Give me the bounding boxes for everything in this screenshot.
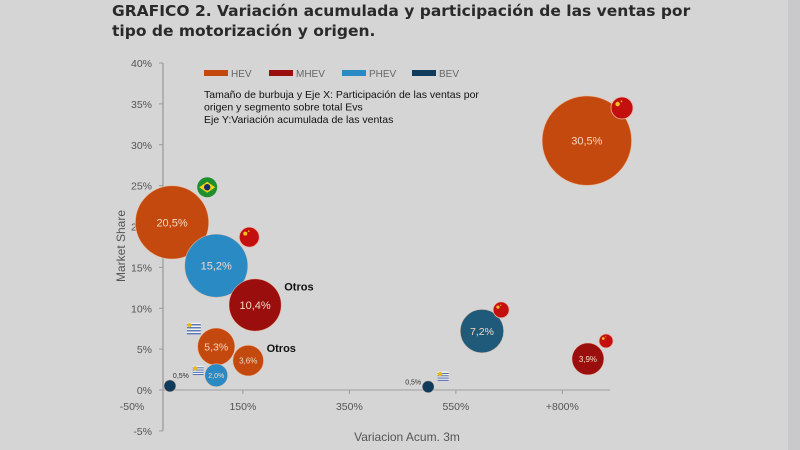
flag-uruguay-stripe: [192, 369, 204, 371]
y-tick-label: 25%: [131, 181, 152, 193]
y-tick-label: 30%: [131, 140, 152, 152]
flag-uruguay-stripe: [437, 379, 449, 381]
y-tick-label: 35%: [131, 99, 152, 111]
flags: [186, 96, 634, 381]
flag-uruguay-stripe: [192, 371, 204, 373]
x-tick-label: 550%: [442, 401, 469, 413]
flag-uruguay-icon: [437, 371, 449, 381]
note-line: Tamaño de burbuja y Eje X: Participación…: [204, 89, 479, 101]
flag-uruguay-stripe: [186, 327, 201, 329]
y-tick-label: 0%: [137, 385, 152, 397]
flag-china-small-star: [620, 100, 623, 103]
flag-brasil-globe: [203, 184, 211, 191]
bubble-label: 3,6%: [239, 356, 257, 365]
flag-uruguay-stripe: [192, 374, 204, 376]
flag-uruguay-stripe: [186, 324, 201, 326]
axes: 40%35%30%25%20%15%10%5%0%-5%-50%150%350%…: [120, 58, 610, 438]
bubble-small-label: 0,5%: [405, 380, 421, 387]
legend-label-mhev: MHEV: [296, 69, 325, 80]
bubble-label: 20,5%: [156, 217, 187, 229]
flag-china-small-star: [605, 336, 607, 338]
bubble-annotation: Otros: [267, 343, 296, 355]
bubble-annotation: Otros: [284, 282, 313, 294]
flag-china-disc: [238, 226, 260, 248]
legend-label-hev: HEV: [231, 69, 252, 80]
bubble-hev: [134, 185, 210, 260]
bubble-label: 15,2%: [201, 261, 232, 273]
flag-china-icon: [238, 226, 260, 248]
flag-uruguay-stripe: [186, 330, 201, 332]
flag-china-disc: [492, 301, 510, 319]
y-tick-label: 10%: [131, 303, 152, 315]
bubble-label: 30,5%: [571, 136, 602, 148]
flag-china-icon: [598, 333, 614, 349]
legend-label-bev: BEV: [439, 69, 459, 80]
legend-label-phev: PHEV: [369, 69, 397, 80]
y-axis-title: Market Share: [114, 210, 128, 282]
bubbles: 30,5% 20,5% 15,2% 10,4% Otros 7,2% 5,3% 3,9% 3,6…: [134, 95, 633, 394]
flag-china-small-star: [247, 230, 250, 232]
bubble-bev: [459, 309, 505, 354]
y-tick-label: 5%: [137, 344, 152, 356]
flag-uruguay-stripe: [437, 375, 449, 377]
flag-uruguay-sun: [192, 366, 198, 371]
flag-china-small-star: [500, 304, 502, 306]
x-tick-label: 150%: [229, 401, 256, 413]
flag-uruguay-stripe: [437, 377, 449, 379]
legend-swatch-hev: [204, 70, 228, 76]
flag-china-star: [243, 231, 248, 236]
chart-title: GRAFICO 2. Variación acumulada y partici…: [112, 2, 691, 40]
x-tick-label: -50%: [120, 401, 145, 413]
flag-uruguay-icon: [192, 365, 204, 376]
y-tick-label: 15%: [131, 262, 152, 274]
flag-uruguay-stripe: [186, 333, 201, 335]
flag-china-star: [615, 101, 620, 107]
bubble-hev: [541, 95, 633, 186]
note-line: Eje Y:Variación acumulada de las ventas: [204, 114, 393, 126]
bubble-mhev: [228, 278, 282, 332]
bubble-bev: [421, 380, 435, 394]
note-line: origen y segmento sobre total Evs: [204, 102, 363, 114]
x-axis-title: Variacion Acum. 3m: [354, 430, 460, 444]
bubble-label: 2,0%: [208, 373, 224, 380]
bubble-label: 5,3%: [204, 341, 228, 353]
bubble-phev: [204, 363, 229, 388]
legend-swatch-bev: [412, 70, 436, 76]
flag-china-star: [601, 337, 605, 340]
flag-uruguay-stripe: [192, 367, 204, 369]
bubble-hev: [232, 344, 264, 377]
bubble-label: 7,2%: [470, 326, 494, 338]
legend-swatch-phev: [342, 70, 366, 76]
chart-notes: Tamaño de burbuja y Eje X: Participación…: [204, 89, 479, 126]
y-tick-label: -5%: [133, 426, 152, 438]
x-tick-label: +800%: [546, 401, 579, 413]
bubble-bev: [163, 379, 177, 393]
edge-strip: [788, 0, 800, 450]
legend: HEV MHEV PHEV BEV: [204, 69, 459, 80]
bubble-mhev: [571, 342, 605, 376]
flag-brasil-icon: [197, 177, 218, 198]
bubble-small-label: 0,5%: [173, 373, 189, 380]
bubble-phev: [184, 233, 249, 298]
flag-uruguay-icon: [186, 322, 201, 335]
legend-swatch-mhev: [269, 70, 293, 76]
y-tick-label: 40%: [131, 58, 152, 70]
flag-china-star: [496, 305, 500, 309]
flag-china-disc: [598, 333, 614, 349]
x-tick-label: 350%: [336, 401, 363, 413]
flag-uruguay-sun: [187, 322, 192, 328]
flag-china-icon: [610, 96, 634, 120]
bubble-label: 10,4%: [240, 300, 271, 312]
flag-china-icon: [492, 301, 510, 319]
flag-uruguay-sun: [437, 371, 443, 377]
bubble-label: 3,9%: [579, 355, 597, 364]
flag-uruguay-stripe: [437, 373, 449, 375]
flag-china-disc: [610, 96, 634, 120]
